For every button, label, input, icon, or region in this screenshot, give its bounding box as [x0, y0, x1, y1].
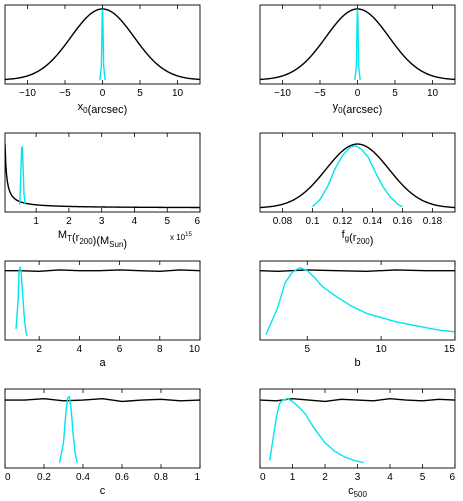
x-tick-label: 8: [157, 344, 163, 355]
plot-frame: [4, 260, 201, 341]
x-tick-label: 0: [100, 88, 106, 99]
x-axis-label: b: [354, 357, 360, 369]
x-tick-label: 0: [260, 472, 266, 483]
x-tick-label: 4: [77, 344, 83, 355]
x-tick-label: 4: [132, 216, 138, 227]
prior-curve: [260, 269, 455, 273]
prior-curve: [260, 397, 455, 403]
x-tick-label: 6: [117, 344, 123, 355]
x-tick-label: 15: [444, 344, 456, 355]
x-axis-label: c: [100, 485, 106, 497]
x-tick-label: 2: [36, 344, 42, 355]
panel-b: 5 10 15 b: [259, 260, 456, 369]
panel-a: 2 4 6 8 10 a: [4, 260, 201, 369]
prior-curve: [5, 397, 200, 403]
x-tick-label: 6: [449, 472, 455, 483]
x-tick-label: −10: [274, 88, 291, 99]
posterior-curve: [15, 266, 28, 337]
prior-curve: [5, 269, 200, 273]
plot-frame: [259, 132, 456, 213]
prior-curve: [260, 143, 455, 209]
plot-frame: [4, 388, 201, 469]
posterior-curve: [269, 397, 365, 464]
x-tick-label: 10: [376, 344, 388, 355]
x-tick-label: 0.14: [363, 216, 383, 227]
x-tick-label: 2: [66, 216, 72, 227]
x-tick-label: −5: [59, 88, 71, 99]
x-axis-label: c500: [348, 485, 367, 499]
plot-frame: [4, 132, 201, 213]
panel-c: 0 0.2 0.4 0.6 0.8 1 c: [4, 388, 201, 497]
x-tick-label: 6: [194, 216, 200, 227]
x-tick-label: 5: [304, 344, 310, 355]
x-tick-label: 1: [33, 216, 39, 227]
x-tick-label: 3: [355, 472, 361, 483]
x-tick-label: 4: [387, 472, 393, 483]
x-axis-label: a: [99, 357, 106, 369]
panel-c500: 0 1 2 3 4 5 6 c500: [259, 388, 456, 499]
x-tick-label: −10: [19, 88, 36, 99]
x-tick-label: 10: [189, 344, 201, 355]
x-tick-label: −5: [314, 88, 326, 99]
plot-frame: [259, 260, 456, 341]
panel-MT: 1 2 3 4 5 6 MT(r200)(MSun) x 1015: [4, 132, 201, 250]
x-tick-label: 0.12: [333, 216, 353, 227]
x-axis-label: x0(arcsec): [78, 101, 128, 116]
posterior-curve: [58, 395, 78, 463]
x-axis-label: fg(r200): [342, 229, 374, 247]
x-tick-label: 0.4: [76, 472, 90, 483]
x-tick-label: 3: [99, 216, 105, 227]
prior-curve: [5, 143, 200, 209]
posterior-curve: [99, 8, 106, 81]
x-axis-label: y0(arcsec): [333, 101, 383, 116]
x-tick-label: 1: [290, 472, 296, 483]
panel-fg: 0.08 0.1 0.12 0.14 0.16 0.18 fg(r200): [259, 132, 456, 247]
panel-x0: −10 −5 0 5 10 x0(arcsec): [4, 4, 201, 116]
x-tick-label: 0.8: [154, 472, 168, 483]
posterior-curve: [354, 8, 361, 81]
x-tick-label: 0.1: [306, 216, 320, 227]
x-tick-label: 0.6: [115, 472, 129, 483]
x-tick-label: 5: [392, 88, 398, 99]
x-tick-label: 2: [322, 472, 328, 483]
x-tick-label: 0.18: [423, 216, 443, 227]
posterior-curve: [19, 146, 26, 205]
x-tick-label: 0.16: [393, 216, 413, 227]
x-tick-label: 5: [137, 88, 143, 99]
x-tick-label: 0: [5, 472, 11, 483]
axis-multiplier: x 1015: [170, 232, 192, 242]
posterior-curve: [265, 267, 455, 335]
x-tick-label: 5: [420, 472, 426, 483]
x-tick-label: 0.2: [37, 472, 51, 483]
panel-y0: −10 −5 0 5 10 y0(arcsec): [259, 4, 456, 116]
x-tick-label: 1: [194, 472, 200, 483]
posterior-curve: [312, 144, 403, 208]
x-tick-label: 5: [164, 216, 170, 227]
x-tick-label: 10: [172, 88, 184, 99]
x-tick-label: 10: [427, 88, 439, 99]
x-tick-label: 0.08: [273, 216, 293, 227]
x-axis-label: MT(r200)(MSun): [58, 229, 127, 250]
x-tick-label: 0: [355, 88, 361, 99]
